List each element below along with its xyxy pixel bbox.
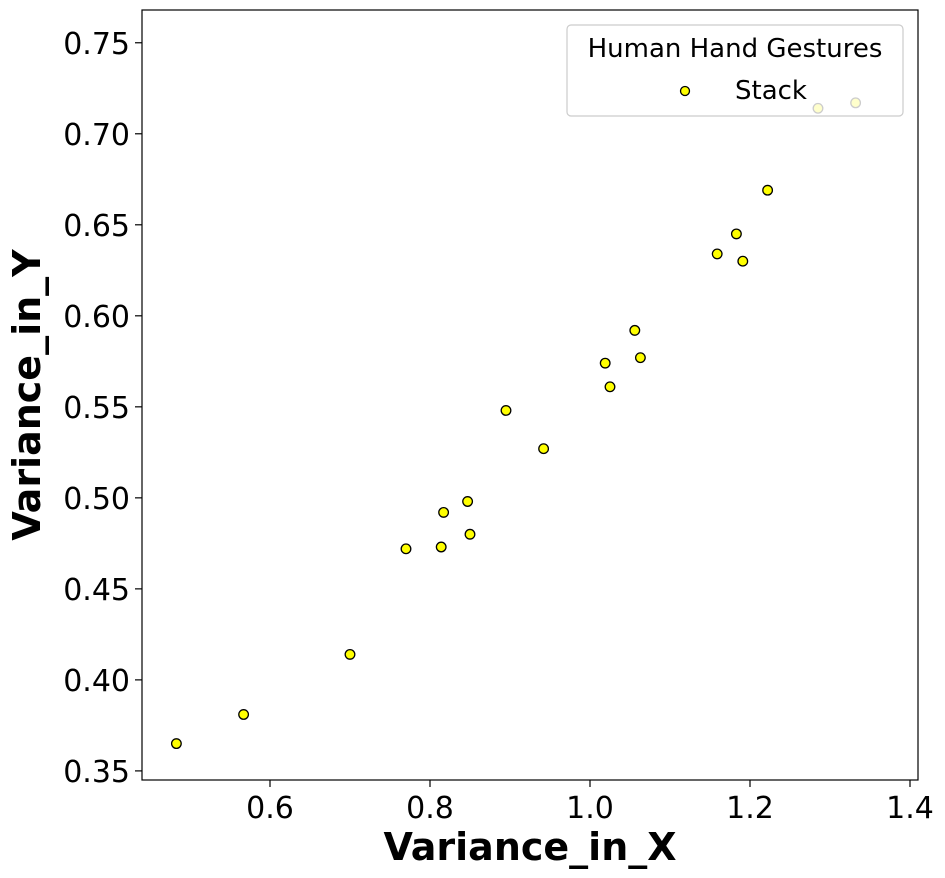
- data-point: [604, 381, 616, 393]
- data-point: [170, 738, 182, 750]
- data-point: [538, 443, 550, 455]
- legend: Human Hand Gestures Stack: [566, 24, 904, 117]
- x-axis-title: Variance_in_X: [383, 825, 676, 869]
- x-tick-label: 0.8: [406, 791, 454, 826]
- data-point: [344, 648, 356, 660]
- y-tick-label: 0.45: [63, 573, 130, 608]
- y-axis-ticks: 0.35 0.40 0.45 0.50 0.55 0.60 0.65 0.70 0.75: [63, 27, 142, 790]
- data-point: [711, 248, 723, 260]
- x-tick-label: 1.0: [566, 791, 614, 826]
- y-tick-label: 0.65: [63, 209, 130, 244]
- y-tick-label: 0.50: [63, 482, 130, 517]
- legend-box: [566, 24, 904, 117]
- x-axis-ticks: 0.6 0.8 1.0 1.2 1.4: [246, 780, 934, 826]
- x-tick-label: 1.2: [726, 791, 774, 826]
- y-axis-title: Variance_in_Y: [5, 249, 49, 541]
- data-point: [762, 184, 774, 196]
- y-tick-label: 0.35: [63, 755, 130, 790]
- data-point: [730, 228, 742, 240]
- data-point: [438, 506, 450, 518]
- data-point: [400, 543, 412, 555]
- data-point: [629, 324, 641, 336]
- y-tick-label: 0.75: [63, 27, 130, 62]
- x-tick-label: 0.6: [246, 791, 294, 826]
- x-tick-label: 1.4: [886, 791, 934, 826]
- plot-area-frame: [141, 9, 919, 781]
- data-point: [435, 541, 447, 553]
- y-tick-label: 0.55: [63, 391, 130, 426]
- legend-label-stack: Stack: [735, 76, 807, 106]
- y-tick-label: 0.70: [63, 118, 130, 153]
- data-point: [737, 255, 749, 267]
- legend-marker-stack: [679, 85, 691, 97]
- y-tick-label: 0.60: [63, 300, 130, 335]
- y-tick-label: 0.40: [63, 664, 130, 699]
- points-layer: [170, 97, 862, 750]
- data-point: [462, 496, 474, 507]
- legend-title: Human Hand Gestures: [588, 34, 883, 64]
- data-point: [634, 352, 646, 364]
- data-point: [238, 709, 250, 720]
- data-point: [464, 528, 476, 540]
- data-point: [599, 357, 611, 369]
- data-point: [500, 405, 512, 416]
